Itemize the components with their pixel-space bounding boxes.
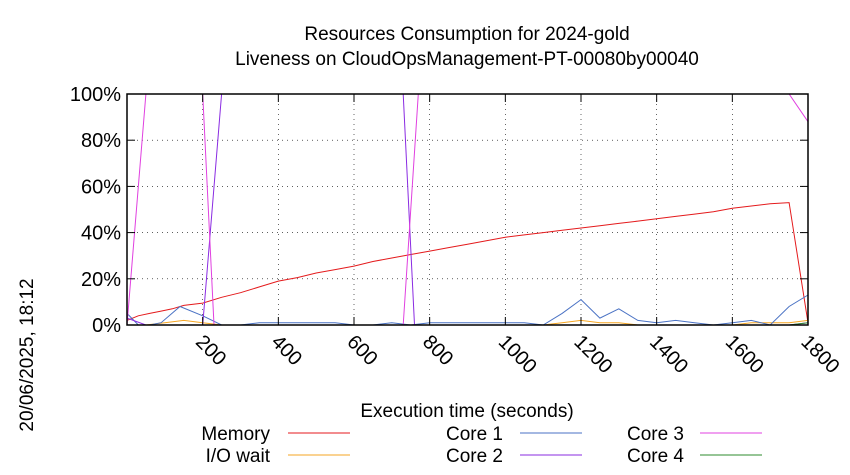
chart-title-line2: Liveness on CloudOpsManagement-PT-00080b… <box>235 49 699 70</box>
timestamp-label: 20/06/2025, 18:12 <box>17 278 38 431</box>
x-tick-label: 400 <box>267 331 306 370</box>
y-axis-ticks: 0% 20% 40% 60% 80% 100% <box>70 84 808 337</box>
plot-frame <box>126 93 809 326</box>
x-tick-label: 800 <box>418 331 457 370</box>
series-lines <box>126 93 809 326</box>
y-tick-label: 60% <box>81 176 121 198</box>
x-tick-label: 1200 <box>569 331 616 378</box>
series-line-memory <box>126 202 809 323</box>
x-tick-label: 1400 <box>645 331 692 378</box>
x-tick-label: 1000 <box>494 331 541 378</box>
y-tick-label: 0% <box>92 315 121 337</box>
series-line-core-1 <box>126 294 809 326</box>
x-axis-label: Execution time (seconds) <box>360 401 573 422</box>
legend-label-i-o-wait: I/O wait <box>206 446 271 467</box>
x-tick-label: 200 <box>191 331 230 370</box>
legend-label-memory: Memory <box>201 424 270 445</box>
legend-label-core-1: Core 1 <box>446 424 503 445</box>
series-line-core-2 <box>126 93 809 326</box>
x-tick-label: 1800 <box>796 331 843 378</box>
x-tick-label: 1600 <box>721 331 768 378</box>
y-tick-label: 40% <box>81 223 121 245</box>
y-tick-label: 20% <box>81 269 121 291</box>
legend-label-core-4: Core 4 <box>627 446 684 467</box>
legend-label-core-2: Core 2 <box>446 446 503 467</box>
chart-title-line1: Resources Consumption for 2024-gold <box>304 24 629 45</box>
y-tick-label: 100% <box>70 84 121 106</box>
series-line-core-3 <box>126 93 809 326</box>
y-tick-label: 80% <box>81 130 121 152</box>
legend-label-core-3: Core 3 <box>627 424 684 445</box>
grid-lines <box>127 93 808 326</box>
x-tick-label: 600 <box>342 331 381 370</box>
